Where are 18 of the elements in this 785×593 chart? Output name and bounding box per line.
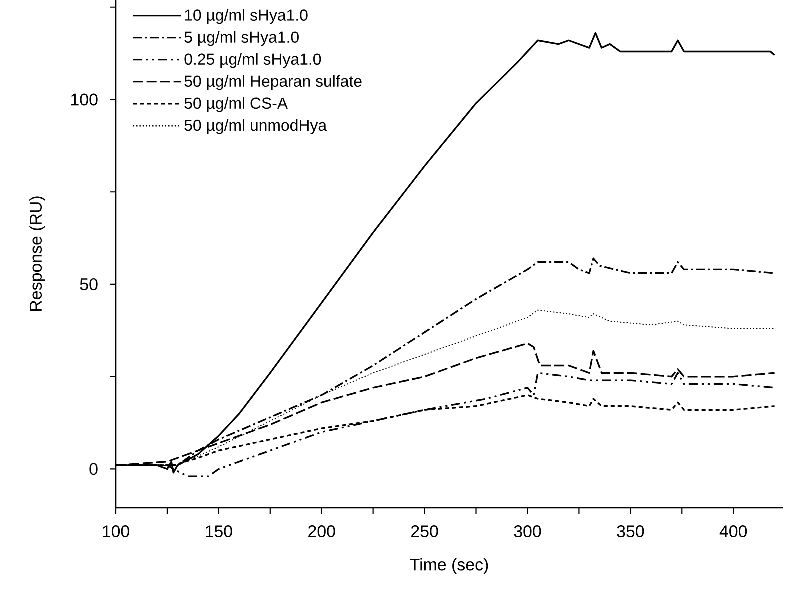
legend-label: 5 µg/ml sHya1.0 bbox=[184, 31, 299, 46]
legend-label: 0.25 µg/ml sHya1.0 bbox=[184, 53, 322, 68]
x-tick-label: 300 bbox=[514, 526, 542, 538]
y-tick-label: 100 bbox=[72, 94, 98, 106]
legend-label: 50 µg/ml CS-A bbox=[184, 97, 288, 112]
legend-label: 50 µg/ml Heparan sulfate bbox=[184, 75, 362, 90]
x-tick-label: 150 bbox=[206, 526, 232, 538]
x-tick-label: 350 bbox=[617, 526, 644, 538]
x-axis-title: Time (sec) bbox=[410, 558, 488, 574]
x-tick-label: 200 bbox=[308, 526, 336, 538]
x-tick-label: 250 bbox=[412, 526, 438, 538]
legend-label: 10 µg/ml sHya1.0 bbox=[185, 9, 308, 24]
y-tick-label: 50 bbox=[80, 278, 98, 290]
y-axis-title: Response (RU) bbox=[30, 196, 46, 311]
legend-label: 50 µg/ml unmodHya bbox=[184, 119, 328, 134]
x-tick-label: 100 bbox=[103, 526, 130, 538]
y-tick-label: 0 bbox=[90, 463, 98, 476]
x-tick-label: 400 bbox=[720, 526, 748, 538]
